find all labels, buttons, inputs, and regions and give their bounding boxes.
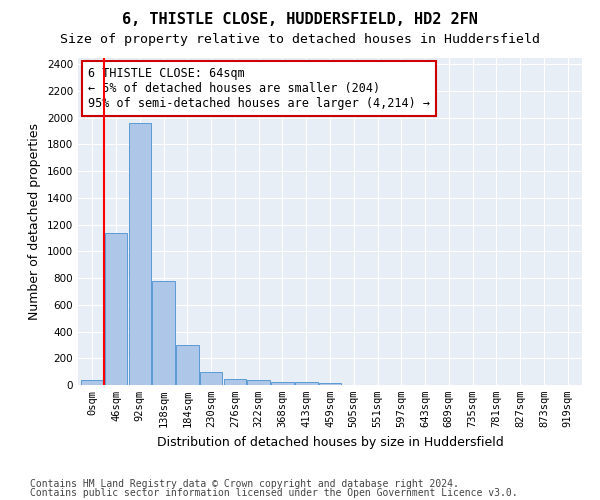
Bar bbox=[81, 380, 104, 385]
Bar bbox=[295, 382, 317, 385]
Text: Contains HM Land Registry data © Crown copyright and database right 2024.: Contains HM Land Registry data © Crown c… bbox=[30, 479, 459, 489]
Text: 6 THISTLE CLOSE: 64sqm
← 5% of detached houses are smaller (204)
95% of semi-det: 6 THISTLE CLOSE: 64sqm ← 5% of detached … bbox=[88, 68, 430, 110]
Y-axis label: Number of detached properties: Number of detached properties bbox=[28, 122, 41, 320]
Bar bbox=[247, 380, 270, 385]
X-axis label: Distribution of detached houses by size in Huddersfield: Distribution of detached houses by size … bbox=[157, 436, 503, 448]
Bar bbox=[128, 123, 151, 385]
Text: 6, THISTLE CLOSE, HUDDERSFIELD, HD2 2FN: 6, THISTLE CLOSE, HUDDERSFIELD, HD2 2FN bbox=[122, 12, 478, 28]
Text: Contains public sector information licensed under the Open Government Licence v3: Contains public sector information licen… bbox=[30, 488, 518, 498]
Bar bbox=[271, 382, 294, 385]
Bar bbox=[200, 372, 223, 385]
Bar bbox=[176, 345, 199, 385]
Bar bbox=[224, 378, 246, 385]
Text: Size of property relative to detached houses in Huddersfield: Size of property relative to detached ho… bbox=[60, 32, 540, 46]
Bar bbox=[319, 383, 341, 385]
Bar bbox=[105, 232, 127, 385]
Bar bbox=[152, 282, 175, 385]
